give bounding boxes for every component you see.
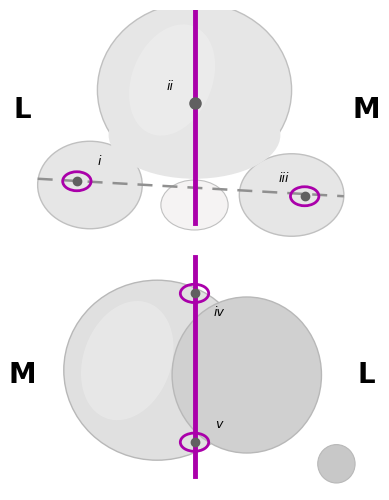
Ellipse shape xyxy=(64,280,251,460)
Text: L: L xyxy=(14,96,32,124)
Ellipse shape xyxy=(318,444,355,483)
Ellipse shape xyxy=(129,24,215,136)
Text: M: M xyxy=(352,96,380,124)
Text: L: L xyxy=(357,361,375,389)
Ellipse shape xyxy=(239,154,344,236)
Ellipse shape xyxy=(38,141,142,229)
Text: iv: iv xyxy=(213,306,224,319)
Ellipse shape xyxy=(97,2,292,178)
Ellipse shape xyxy=(161,180,228,230)
Ellipse shape xyxy=(172,297,321,453)
Text: M: M xyxy=(9,361,37,389)
Text: iii: iii xyxy=(279,172,289,185)
Text: v: v xyxy=(215,418,223,430)
Ellipse shape xyxy=(109,91,280,179)
Ellipse shape xyxy=(81,301,173,420)
Text: i: i xyxy=(98,155,101,168)
Text: ii: ii xyxy=(167,80,174,93)
